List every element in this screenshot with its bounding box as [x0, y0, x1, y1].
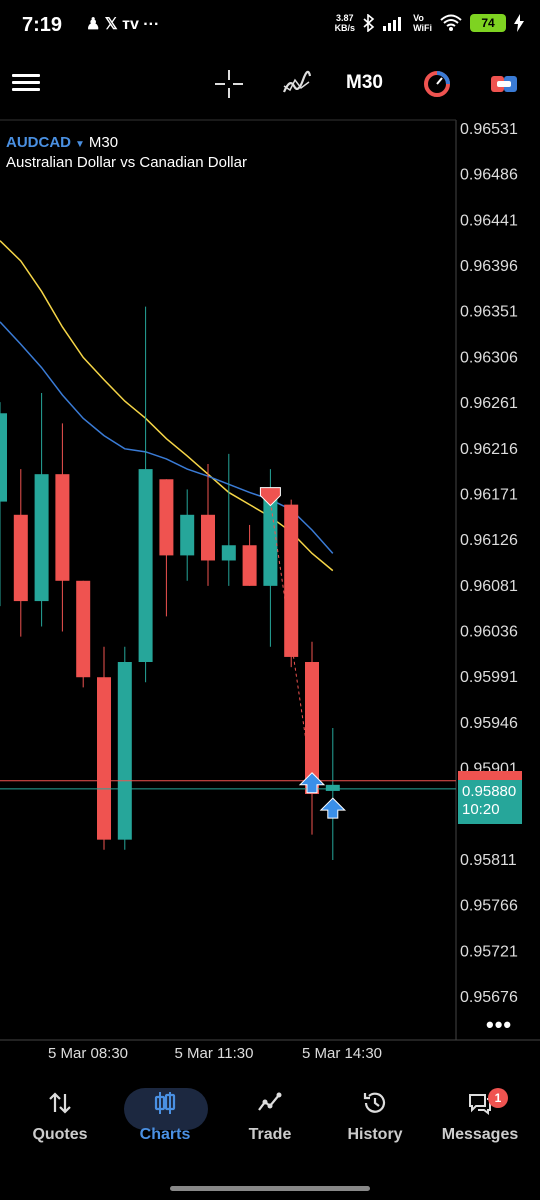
nav-history-label: History [347, 1126, 403, 1143]
status-time: 7:19 [22, 14, 63, 36]
price-axis-label: 0.95766 [460, 898, 518, 915]
nav-messages-label: Messages [441, 1126, 519, 1143]
price-axis-label: 0.96171 [460, 486, 518, 503]
price-axis-label: 0.96441 [460, 212, 518, 229]
candle-body [0, 413, 7, 502]
symbol-timeframe: M30 [88, 134, 119, 151]
nav-trade[interactable]: Trade [220, 1090, 320, 1160]
candle-body [201, 514, 215, 561]
time-axis-label: 5 Mar 11:30 [175, 1045, 254, 1062]
candle-body [55, 474, 70, 581]
time-axis-label: 5 Mar 08:30 [48, 1045, 128, 1062]
more-options-button[interactable]: ••• [486, 1012, 513, 1037]
trade-panel-icon[interactable] [488, 68, 520, 100]
price-axis-label: 0.95676 [460, 989, 518, 1006]
notification-icons: ♟ 𝕏 ᴛᴠ ··· [86, 16, 160, 33]
bottom-navigation: Quotes Charts Trade History 1 Messa [0, 1080, 540, 1170]
candle-body [221, 545, 236, 561]
price-axis-label: 0.95946 [460, 715, 518, 732]
price-axis-label: 0.95811 [460, 852, 517, 869]
chart-toolbar: M30 [0, 56, 540, 116]
candle-body [263, 489, 278, 586]
time-axis-label: 5 Mar 14:30 [302, 1045, 382, 1062]
price-axis-label: 0.95991 [460, 669, 518, 686]
candle-body [138, 469, 153, 662]
menu-icon [12, 74, 40, 77]
bar-countdown: 10:20 [462, 801, 500, 818]
trade-icon [258, 1092, 282, 1111]
price-axis-label: 0.96036 [460, 624, 518, 641]
price-axis-label: 0.96306 [460, 349, 518, 366]
status-indicators: 3.87 KB/s Vo WiFi 74 [335, 13, 524, 33]
price-chart[interactable]: 0.96531 0.96486 0.96441 0.96396 0.96351 0.963… [0, 116, 540, 1076]
price-axis-label: 0.96081 [460, 578, 518, 595]
battery-indicator: 74 [470, 14, 506, 32]
signal-icon [383, 17, 402, 31]
bid-price-tag: 0.95880 10:20 [458, 780, 522, 824]
price-axis-label: 0.96351 [460, 304, 518, 321]
candle-body [325, 784, 340, 791]
nav-charts[interactable]: Charts [115, 1090, 215, 1160]
bid-price: 0.95880 [462, 783, 517, 800]
price-axis-label: 0.95721 [460, 943, 518, 960]
symbol-name[interactable]: AUDCAD [6, 134, 71, 151]
buy-arrow-icon [319, 797, 347, 819]
status-bar: 7:19 ♟ 𝕏 ᴛᴠ ··· 3.87 KB/s Vo WiFi 74 [0, 0, 540, 56]
symbol-description: Australian Dollar vs Canadian Dollar [6, 154, 247, 171]
price-axis-label: 0.96261 [460, 395, 518, 412]
timeframe-button[interactable]: M30 [346, 72, 383, 93]
vowifi-indicator: Vo WiFi [413, 13, 432, 33]
price-axis-label: 0.96396 [460, 258, 518, 275]
price-axis-label: 0.96126 [460, 532, 518, 549]
crosshair-icon[interactable] [213, 68, 245, 100]
symbol-header[interactable]: AUDCAD ▼ M30 [6, 134, 118, 151]
indicators-icon[interactable] [281, 68, 313, 100]
candle-body [34, 474, 49, 602]
sell-arrow-icon [259, 487, 281, 507]
nav-quotes[interactable]: Quotes [10, 1090, 110, 1160]
nav-charts-label: Charts [139, 1126, 191, 1143]
one-click-trading-icon[interactable] [421, 68, 453, 100]
candle-body [305, 661, 319, 794]
symbol-dropdown-icon[interactable]: ▼ [75, 139, 85, 150]
nav-trade-label: Trade [248, 1126, 292, 1143]
price-axis-label: 0.96216 [460, 441, 518, 458]
network-speed: 3.87 KB/s [334, 13, 356, 33]
wifi-icon [440, 14, 462, 31]
bluetooth-icon [363, 14, 375, 32]
menu-button[interactable] [12, 70, 40, 96]
chart-canvas[interactable]: 0.96531 0.96486 0.96441 0.96396 0.96351 0.963… [0, 116, 540, 1076]
candle-body [76, 580, 91, 678]
price-axis-label: 0.96531 [460, 121, 518, 138]
candle-body [159, 479, 174, 556]
messages-badge: 1 [488, 1088, 508, 1108]
charts-icon [154, 1092, 176, 1114]
candle-body [180, 514, 195, 556]
candle-body [242, 545, 257, 586]
nav-history[interactable]: History [325, 1090, 425, 1160]
nav-quotes-label: Quotes [32, 1126, 88, 1143]
nav-messages[interactable]: 1 Messages [430, 1088, 530, 1160]
trade-connector-line [269, 501, 313, 781]
candle-body [13, 514, 28, 602]
candle-body [284, 504, 299, 657]
buy-arrow-icon [298, 772, 326, 794]
home-indicator [170, 1186, 370, 1191]
candle-body [117, 661, 132, 840]
quotes-icon [49, 1092, 71, 1114]
charging-icon [514, 14, 524, 32]
history-icon [363, 1092, 386, 1113]
candle-body [97, 677, 111, 840]
price-axis-label: 0.96486 [460, 167, 518, 184]
